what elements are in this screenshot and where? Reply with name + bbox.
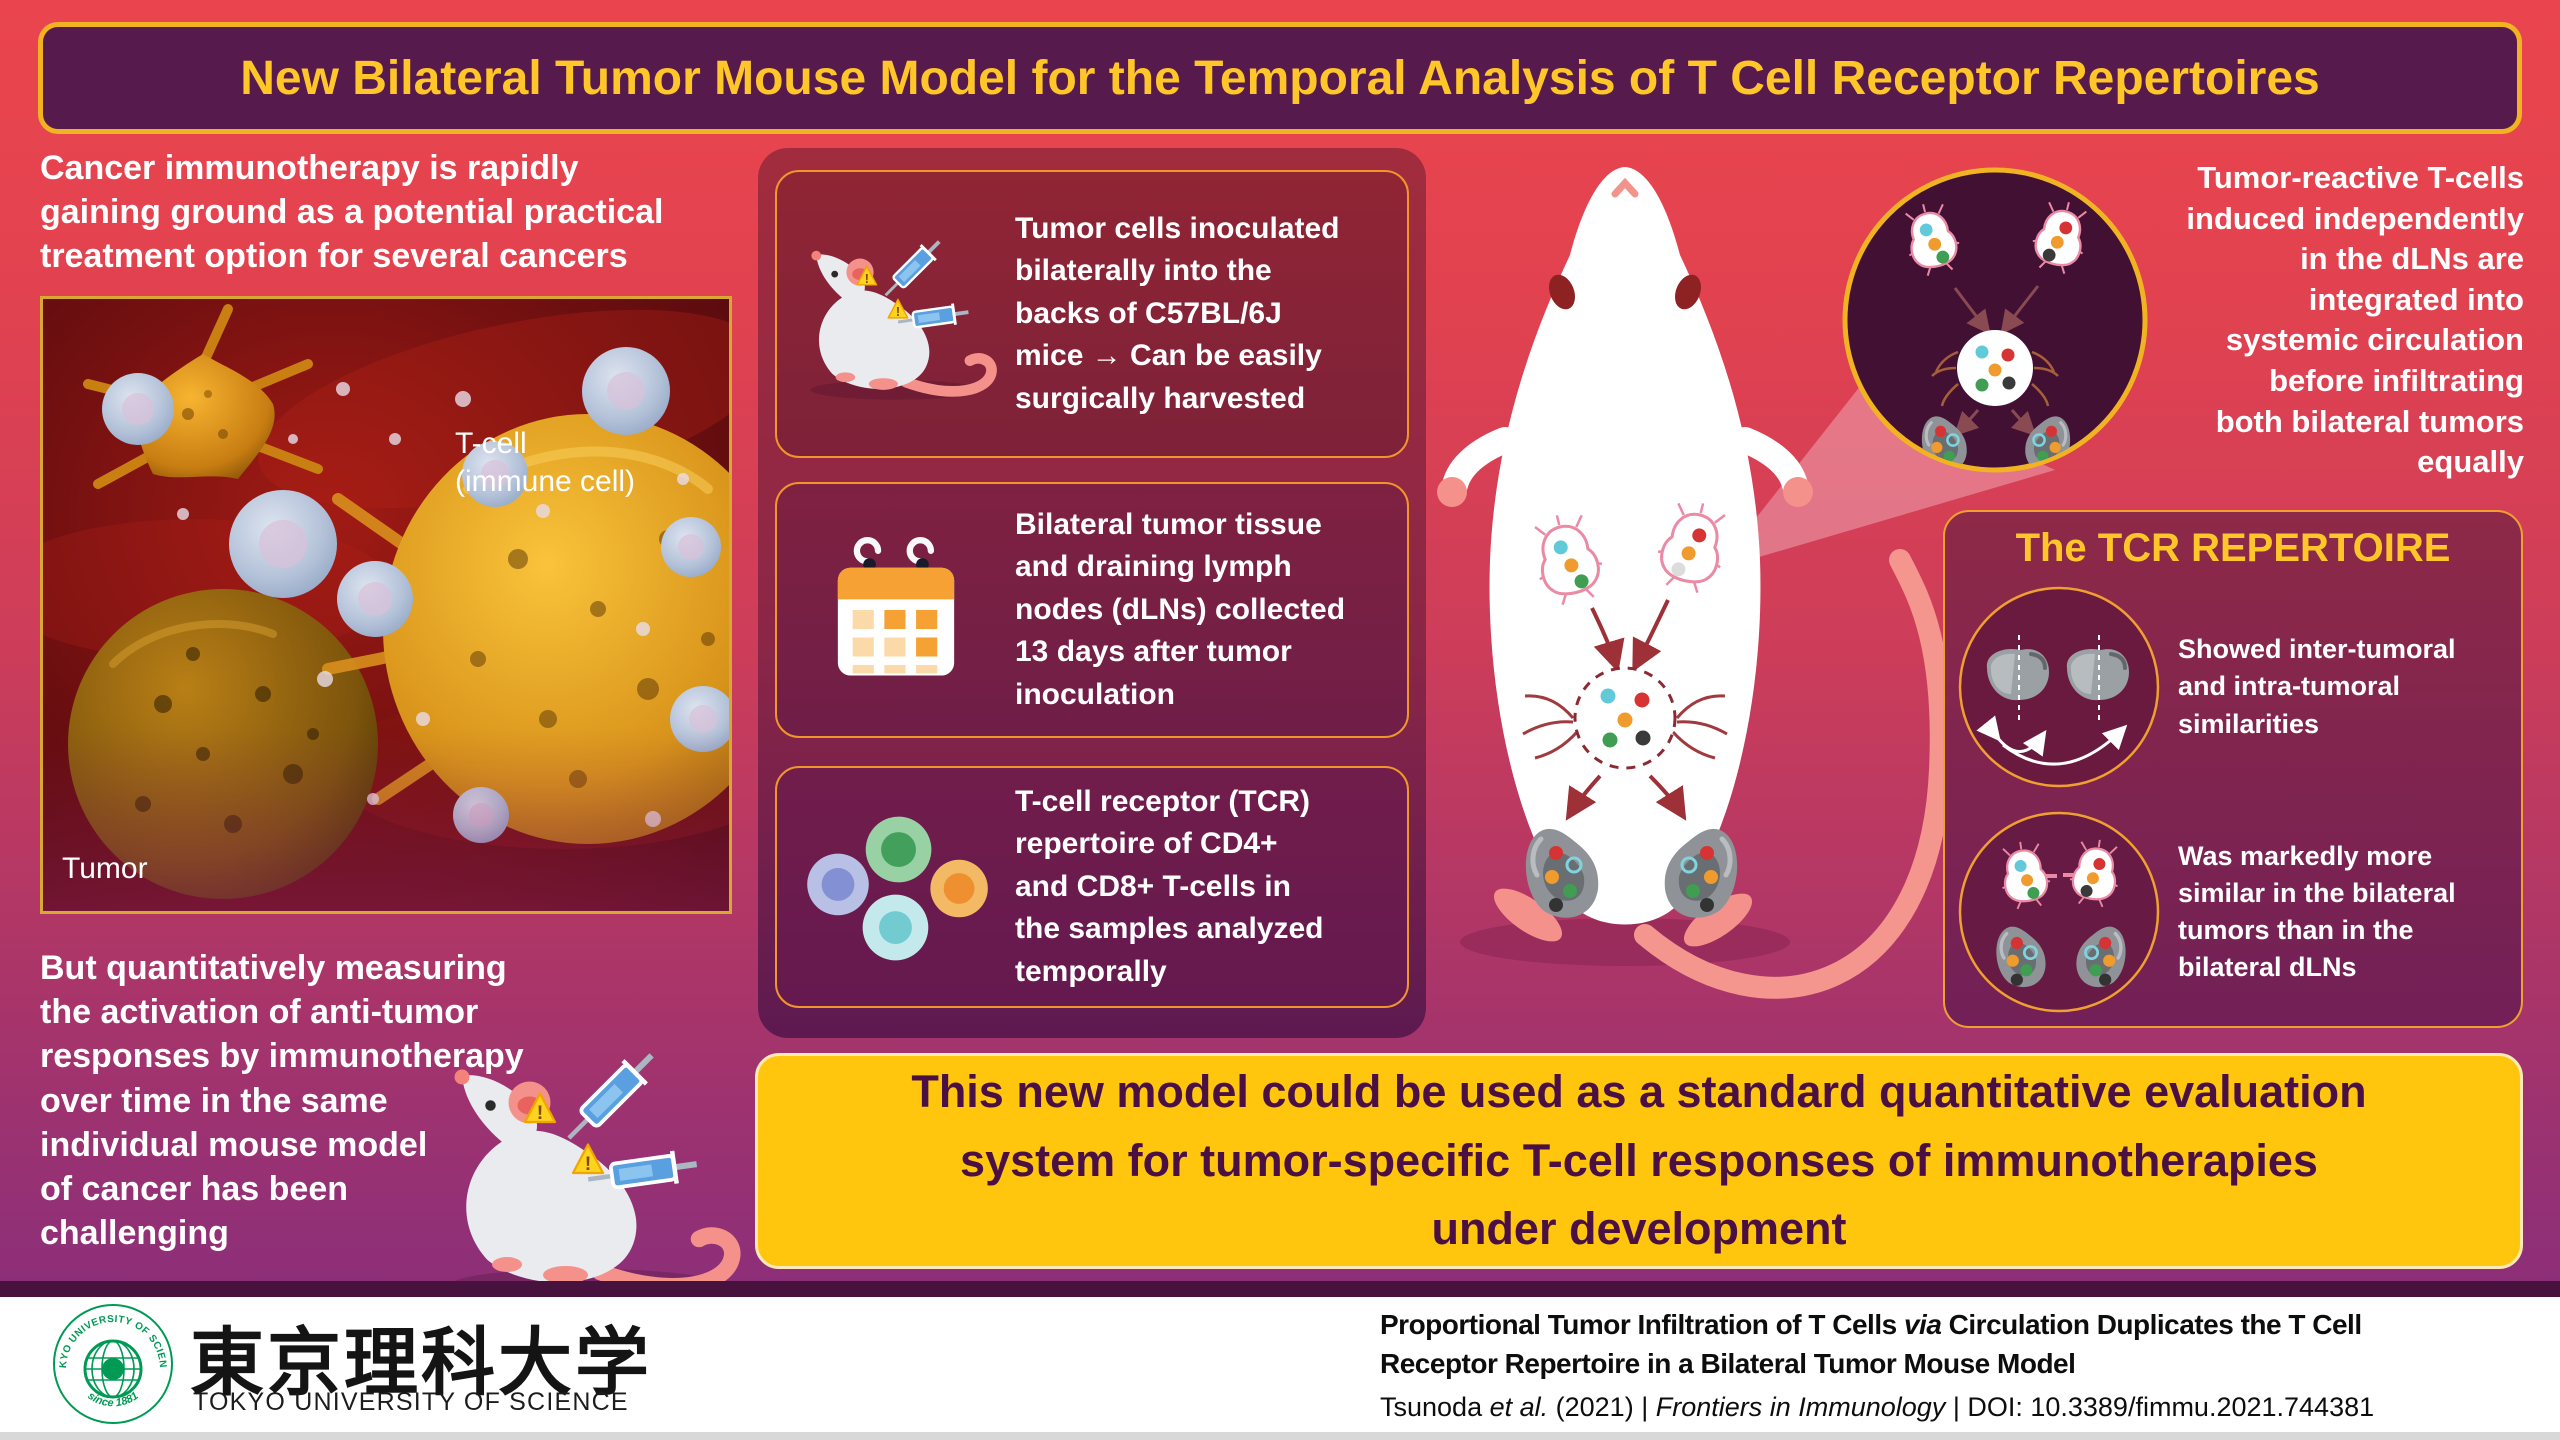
university-name-kanji: 東京理科大学 (190, 1320, 652, 1406)
paper-title-line-1: Proportional Tumor Infiltration of T Cel… (1380, 1309, 2362, 1340)
title-banner: New Bilateral Tumor Mouse Model for the … (38, 22, 2522, 134)
tcr-panel-title: The TCR REPERTOIRE (2015, 526, 2451, 570)
tumor-microscopy-image (0, 296, 793, 914)
mouse-ear-right (1674, 274, 1702, 310)
tumor-left (1526, 829, 1598, 918)
method-step-1-text: Tumor cells inoculated bilaterally into … (1015, 211, 1340, 415)
challenge-text: But quantitatively measuring the activat… (40, 949, 524, 1253)
tcr-item-1: Showed inter-tumoral and intra-tumoral s… (1945, 571, 2521, 803)
t-cells-icon (777, 800, 1015, 975)
tumors-vs-dlns-icon (1958, 811, 2160, 1012)
circulation-node (1522, 666, 1728, 770)
emblem-globe (83, 1339, 143, 1399)
method-step-3: T-cell receptor (TCR) repertoire of CD4+… (775, 766, 1409, 1008)
t-cell-cluster (102, 347, 736, 843)
bilateral-mouse-scene (1437, 167, 2148, 999)
page-title: New Bilateral Tumor Mouse Model for the … (240, 51, 2320, 105)
mouse-nose (1611, 177, 1639, 198)
tcr-item-1-text: Showed inter-tumoral and intra-tumoral s… (2178, 634, 2456, 739)
conclusion-banner: This new model could be used as a standa… (755, 1053, 2523, 1269)
method-step-2: Bilateral tumor tissue and draining lymp… (775, 482, 1409, 738)
intro-text: Cancer immunotherapy is rapidly gaining … (40, 149, 664, 276)
university-name-english: TOKYO UNIVERSITY OF SCIENCE (193, 1388, 629, 1416)
magnifier-beam (1715, 380, 2055, 570)
label-t-cell: T-cell (immune cell) (455, 427, 636, 498)
paper-title-line-2: Receptor Repertoire in a Bilateral Tumor… (1380, 1347, 2076, 1379)
mouse-syringes-icon (777, 226, 1015, 402)
university-emblem: TOKYO UNIVERSITY OF SCIENCE since 1881 (52, 1303, 173, 1424)
dln-right (1649, 494, 1736, 598)
magnifier-circle (1842, 167, 2148, 473)
dln-left (1524, 506, 1611, 610)
paper-citation: Tsunoda et al. (2021) | Frontiers in Imm… (1380, 1392, 2375, 1422)
method-step-2-text: Bilateral tumor tissue and draining lymp… (1015, 507, 1346, 711)
tcr-item-2-text: Was markedly more similar in the bilater… (2178, 840, 2456, 983)
tcr-repertoire-panel: The TCR REPERTOIRE Showed in (1943, 510, 2523, 1028)
method-step-1: Tumor cells inoculated bilaterally into … (775, 170, 1409, 458)
paper-title: Proportional Tumor Infiltration of T Cel… (1380, 1306, 2362, 1383)
finding-text: Tumor-reactive T-cells induced independe… (2186, 160, 2524, 480)
method-step-3-text: T-cell receptor (TCR) repertoire of CD4+… (1015, 784, 1324, 988)
footer-bottom-strip (0, 1432, 2560, 1440)
label-tumor: Tumor (62, 852, 148, 885)
mouse-tail (1634, 549, 1952, 999)
footer-divider (0, 1281, 2560, 1297)
mouse-ear-left (1548, 274, 1576, 310)
conclusion-text: This new model could be used as a standa… (911, 1066, 2367, 1255)
mouse-syringes-illustration (420, 1032, 750, 1302)
calendar-icon (777, 536, 1015, 684)
footer (0, 1297, 2560, 1432)
tumor-right (1665, 829, 1737, 918)
mouse-ventral (1437, 167, 1952, 999)
tcr-item-2: Was markedly more similar in the bilater… (1945, 803, 2521, 1021)
tumor-tcell-illustration (0, 299, 793, 911)
inter-intra-tumoral-icon (1958, 586, 2160, 787)
